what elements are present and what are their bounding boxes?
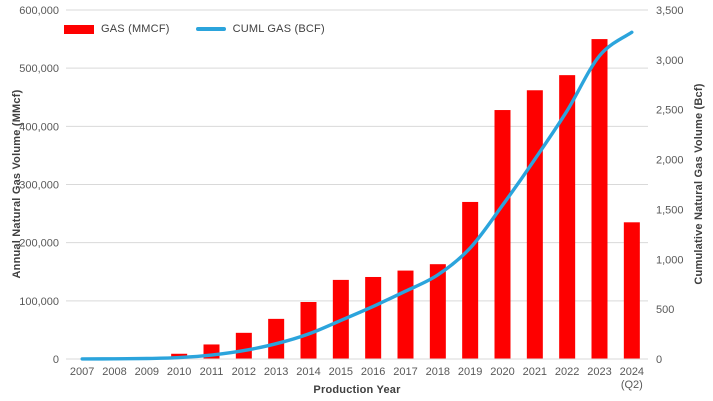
bar-2021 — [526, 90, 543, 360]
x-axis-tick-label: 2012 — [232, 366, 256, 378]
right-axis-tick-label: 2,500 — [656, 105, 684, 117]
x-axis-tick-label: 2008 — [102, 366, 126, 378]
x-axis-tick-label: 2014 — [296, 366, 320, 378]
x-axis-tick-label: 2013 — [264, 366, 288, 378]
bar-2019 — [462, 201, 479, 359]
bar-2024 — [623, 222, 640, 359]
x-axis-tick-sublabel: (Q2) — [621, 379, 643, 391]
right-axis-tick-label: 3,000 — [656, 55, 684, 67]
right-axis-tick-label: 500 — [656, 304, 674, 316]
bar-2012 — [235, 332, 252, 359]
right-axis-tick-label: 1,000 — [656, 254, 684, 266]
left-axis-tick-label: 0 — [53, 354, 59, 366]
bar-2017 — [397, 270, 414, 359]
left-axis-tick-label: 600,000 — [19, 5, 59, 17]
bar-2022 — [559, 75, 576, 359]
x-axis-tick-label: 2017 — [393, 366, 417, 378]
bar-2023 — [591, 39, 608, 359]
right-axis-tick-label: 0 — [656, 354, 662, 366]
legend-item-gas: GAS (MMCF) — [64, 23, 170, 35]
x-axis-tick-label: 2016 — [361, 366, 385, 378]
x-axis-title: Production Year — [313, 384, 401, 396]
gas-bar-swatch-icon — [64, 24, 94, 34]
x-axis-tick-label: 2018 — [426, 366, 450, 378]
right-axis-tick-label: 1,500 — [656, 204, 684, 216]
x-axis-tick-label: 2007 — [70, 366, 94, 378]
x-axis-tick-label: 2015 — [329, 366, 353, 378]
left-axis-tick-label: 100,000 — [19, 296, 59, 308]
left-axis-tick-label: 300,000 — [19, 180, 59, 192]
bar-2016 — [365, 276, 382, 359]
right-axis-tick-label: 3,500 — [656, 5, 684, 17]
legend-item-cuml-gas: CUML GAS (BCF) — [195, 23, 325, 35]
bar-2014 — [300, 301, 317, 359]
bar-2013 — [268, 318, 285, 359]
x-axis-tick-label: 2019 — [458, 366, 482, 378]
bar-2020 — [494, 110, 511, 360]
left-axis-tick-label: 500,000 — [19, 63, 59, 75]
cuml-gas-line-swatch-icon — [195, 27, 226, 31]
x-axis-tick-label: 2022 — [555, 366, 579, 378]
left-axis-tick-label: 200,000 — [19, 238, 59, 250]
x-axis-tick-label: 2009 — [135, 366, 159, 378]
legend-label-gas: GAS (MMCF) — [101, 23, 170, 35]
legend-label-cuml-gas: CUML GAS (BCF) — [232, 23, 325, 35]
x-axis-tick-label: 2010 — [167, 366, 191, 378]
x-axis-tick-label: 2024 — [620, 366, 644, 378]
cumulative-gas-line — [80, 30, 634, 361]
left-axis-title: Annual Natural Gas Volume (MMcf) — [11, 89, 23, 279]
left-axis-tick-label: 400,000 — [19, 121, 59, 133]
chart-legend: GAS (MMCF) CUML GAS (BCF) — [64, 23, 351, 35]
right-axis-tick-label: 2,000 — [656, 155, 684, 167]
right-axis-title: Cumulative Natural Gas Volume (Bcf) — [693, 83, 705, 285]
x-axis-tick-label: 2011 — [200, 366, 224, 378]
x-axis-tick-label: 2020 — [490, 366, 514, 378]
x-axis-tick-label: 2021 — [523, 366, 547, 378]
x-axis-tick-label: 2023 — [587, 366, 611, 378]
bar-2018 — [429, 264, 446, 359]
